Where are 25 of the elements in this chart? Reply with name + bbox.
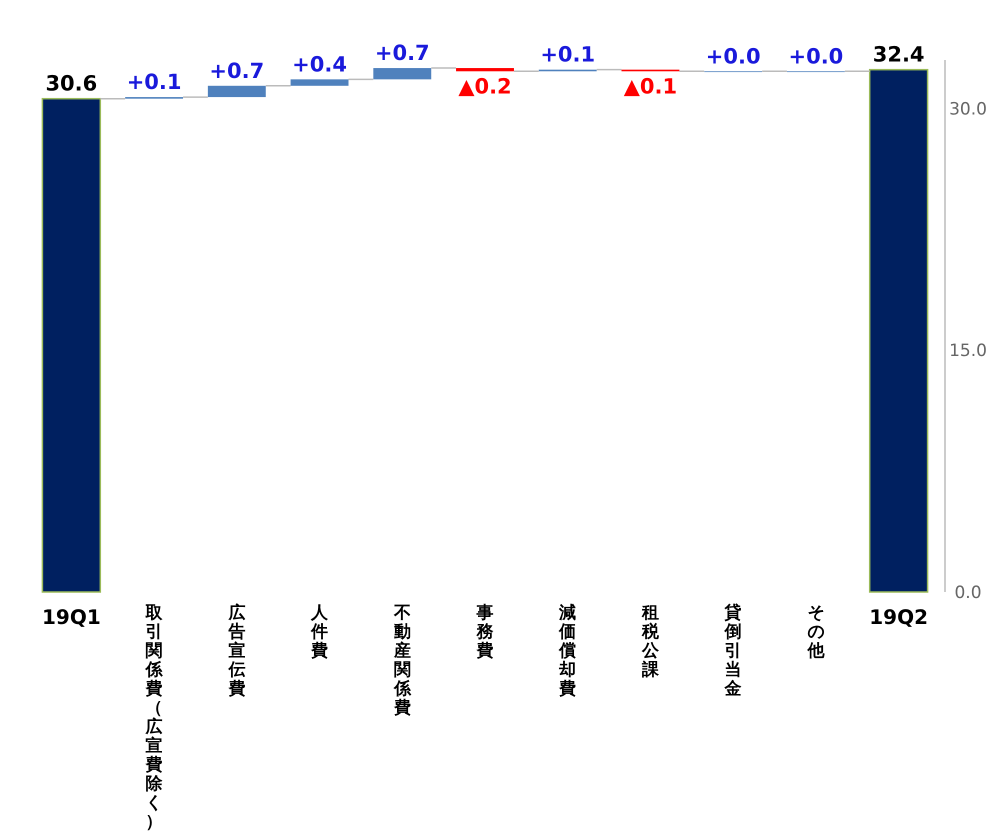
data-label: 30.6 [45, 72, 98, 96]
y-tick-label: 15.0 [949, 341, 987, 362]
data-label: +0.0 [706, 44, 761, 68]
data-label: +0.7 [209, 58, 264, 83]
y-tick-label: 30.0 [949, 99, 987, 120]
data-label: 32.4 [872, 42, 925, 67]
x-tick-label: 租税公課 [640, 603, 660, 680]
data-label: ▲0.2 [458, 74, 512, 98]
y-tick-label: 0.0 [954, 583, 982, 603]
data-label: +0.0 [788, 44, 844, 68]
x-tick-label: 人件費 [310, 603, 330, 661]
data-label: ▲0.1 [624, 74, 678, 98]
x-tick-label: 事務費 [476, 603, 494, 661]
data-label: +0.7 [374, 41, 430, 66]
data-label: +0.1 [540, 42, 596, 67]
x-tick-label: 19Q2 [869, 605, 928, 629]
category-label: 取引関係費（広宣費除く） [146, 603, 163, 832]
x-tick-label: 19Q1 [42, 605, 101, 629]
data-label: +0.4 [292, 52, 347, 76]
x-tick-label: 減価償却費 [558, 603, 576, 699]
x-tick-label: その他 [806, 603, 826, 661]
x-tick-label: 貸倒引当金 [724, 603, 742, 699]
x-tick-label: 広告宣伝費 [227, 603, 246, 699]
data-label: +0.1 [126, 70, 182, 94]
x-tick-label: 不動産関係費 [392, 603, 412, 718]
